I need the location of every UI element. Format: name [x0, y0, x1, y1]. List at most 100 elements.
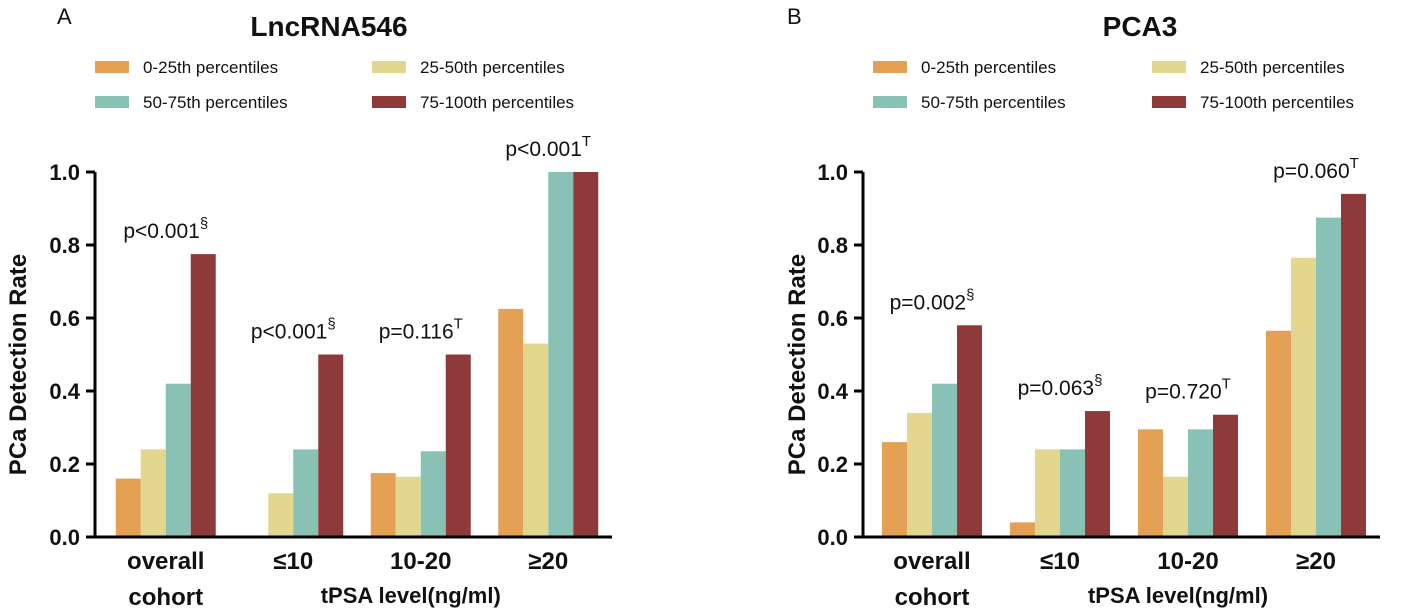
y-tick-label: 0.0: [817, 525, 848, 550]
bar: [1266, 330, 1291, 537]
p-value-test-mark: §: [966, 286, 974, 303]
legend-label: 75-100th percentiles: [420, 93, 574, 112]
p-value-text: p=0.060: [1273, 160, 1350, 183]
x-category-label: overall: [127, 548, 204, 575]
chart-title: LncRNA546: [250, 11, 407, 42]
p-value-test-mark: T: [1222, 376, 1231, 393]
legend-swatch: [372, 96, 406, 108]
p-value-text: p=0.002: [890, 291, 967, 314]
bar: [293, 449, 319, 537]
p-value-text: p=0.720: [1145, 381, 1222, 404]
p-value-annotation: p<0.001§: [251, 316, 336, 344]
bar: [1341, 193, 1366, 537]
y-tick-label: 1.0: [817, 160, 848, 185]
p-value-annotation: p=0.060T: [1273, 155, 1359, 183]
bar: [957, 325, 982, 537]
p-value-test-mark: §: [200, 215, 208, 232]
y-tick-label: 0.6: [817, 306, 848, 331]
bar: [370, 473, 396, 537]
bar: [882, 442, 907, 537]
p-value-test-mark: T: [582, 133, 591, 150]
p-value-test-mark: T: [454, 316, 463, 333]
x-axis-label: tPSA level(ng/ml): [1088, 583, 1268, 608]
bar: [1010, 522, 1035, 537]
bar: [1138, 429, 1163, 537]
y-tick-label: 1.0: [49, 160, 80, 185]
legend-swatch: [873, 61, 907, 73]
legend-swatch: [372, 61, 406, 73]
y-tick-label: 0.4: [49, 379, 80, 404]
x-category-label: cohort: [128, 584, 203, 610]
y-axis-label: PCa Detection Rate: [784, 254, 811, 475]
bar: [318, 354, 344, 537]
legend-swatch: [1152, 96, 1186, 108]
bar: [420, 451, 446, 537]
bar: [573, 172, 599, 537]
x-category-label: ≥20: [528, 548, 568, 575]
y-tick-label: 0.0: [49, 525, 80, 550]
legend-label: 0-25th percentiles: [143, 58, 278, 77]
panel-letter: A: [57, 4, 72, 29]
p-value-text: p<0.001: [505, 138, 582, 161]
bar: [1291, 257, 1316, 537]
x-category-label: 10-20: [1157, 548, 1218, 575]
bar: [268, 493, 294, 537]
p-value-text: p<0.001: [123, 220, 200, 243]
legend-swatch: [95, 96, 129, 108]
bar: [1035, 449, 1060, 537]
bar: [523, 343, 549, 537]
y-tick-label: 0.2: [817, 452, 848, 477]
bar: [1316, 217, 1341, 537]
bar: [190, 254, 216, 537]
y-tick-label: 0.8: [817, 233, 848, 258]
y-tick-label: 0.4: [817, 379, 848, 404]
x-category-label: 10-20: [390, 548, 451, 575]
legend-label: 50-75th percentiles: [143, 93, 288, 112]
bar: [1060, 449, 1085, 537]
p-value-text: p=0.063: [1018, 377, 1095, 400]
y-tick-label: 0.8: [49, 233, 80, 258]
y-axis-label: PCa Detection Rate: [5, 254, 32, 475]
p-value-text: p=0.116: [379, 321, 454, 344]
bar: [1213, 414, 1238, 537]
bar: [1085, 411, 1110, 537]
legend-label: 50-75th percentiles: [921, 93, 1066, 112]
p-value-annotation: p=0.116T: [379, 316, 463, 344]
bar: [115, 478, 141, 537]
x-category-label: ≤10: [1040, 548, 1080, 575]
legend-swatch: [95, 61, 129, 73]
p-value-test-mark: §: [1094, 372, 1102, 389]
p-value-test-mark: §: [327, 316, 335, 333]
p-value-annotation: p<0.001T: [505, 133, 591, 161]
legend-swatch: [1152, 61, 1186, 73]
legend-label: 25-50th percentiles: [1200, 58, 1345, 77]
bar: [907, 412, 932, 537]
bar: [498, 308, 524, 537]
panel-letter: B: [787, 4, 802, 29]
y-tick-label: 0.2: [49, 452, 80, 477]
p-value-annotation: p=0.002§: [890, 286, 975, 314]
bar: [548, 172, 574, 537]
chart-title: PCA3: [1103, 11, 1178, 42]
bar: [1188, 429, 1213, 537]
legend-label: 0-25th percentiles: [921, 58, 1056, 77]
bar: [165, 383, 191, 537]
x-category-label: ≥20: [1296, 548, 1336, 575]
p-value-annotation: p<0.001§: [123, 215, 208, 243]
bar: [140, 449, 166, 537]
x-category-label: ≤10: [273, 548, 313, 575]
panel-a: A LncRNA546 0-25th percentiles 25-50th perc…: [5, 4, 612, 610]
x-axis-label: tPSA level(ng/ml): [321, 583, 501, 608]
x-category-label: overall: [893, 548, 970, 575]
legend-swatch: [873, 96, 907, 108]
p-value-text: p<0.001: [251, 321, 328, 344]
legend-label: 25-50th percentiles: [420, 58, 565, 77]
bar: [932, 383, 957, 537]
bar: [395, 476, 421, 537]
x-category-label: cohort: [895, 584, 970, 610]
panel-b: B PCA3 0-25th percentiles 25-50th percentil…: [784, 4, 1380, 610]
bar: [445, 354, 471, 537]
p-value-annotation: p=0.063§: [1018, 372, 1103, 400]
bar: [1163, 476, 1188, 537]
